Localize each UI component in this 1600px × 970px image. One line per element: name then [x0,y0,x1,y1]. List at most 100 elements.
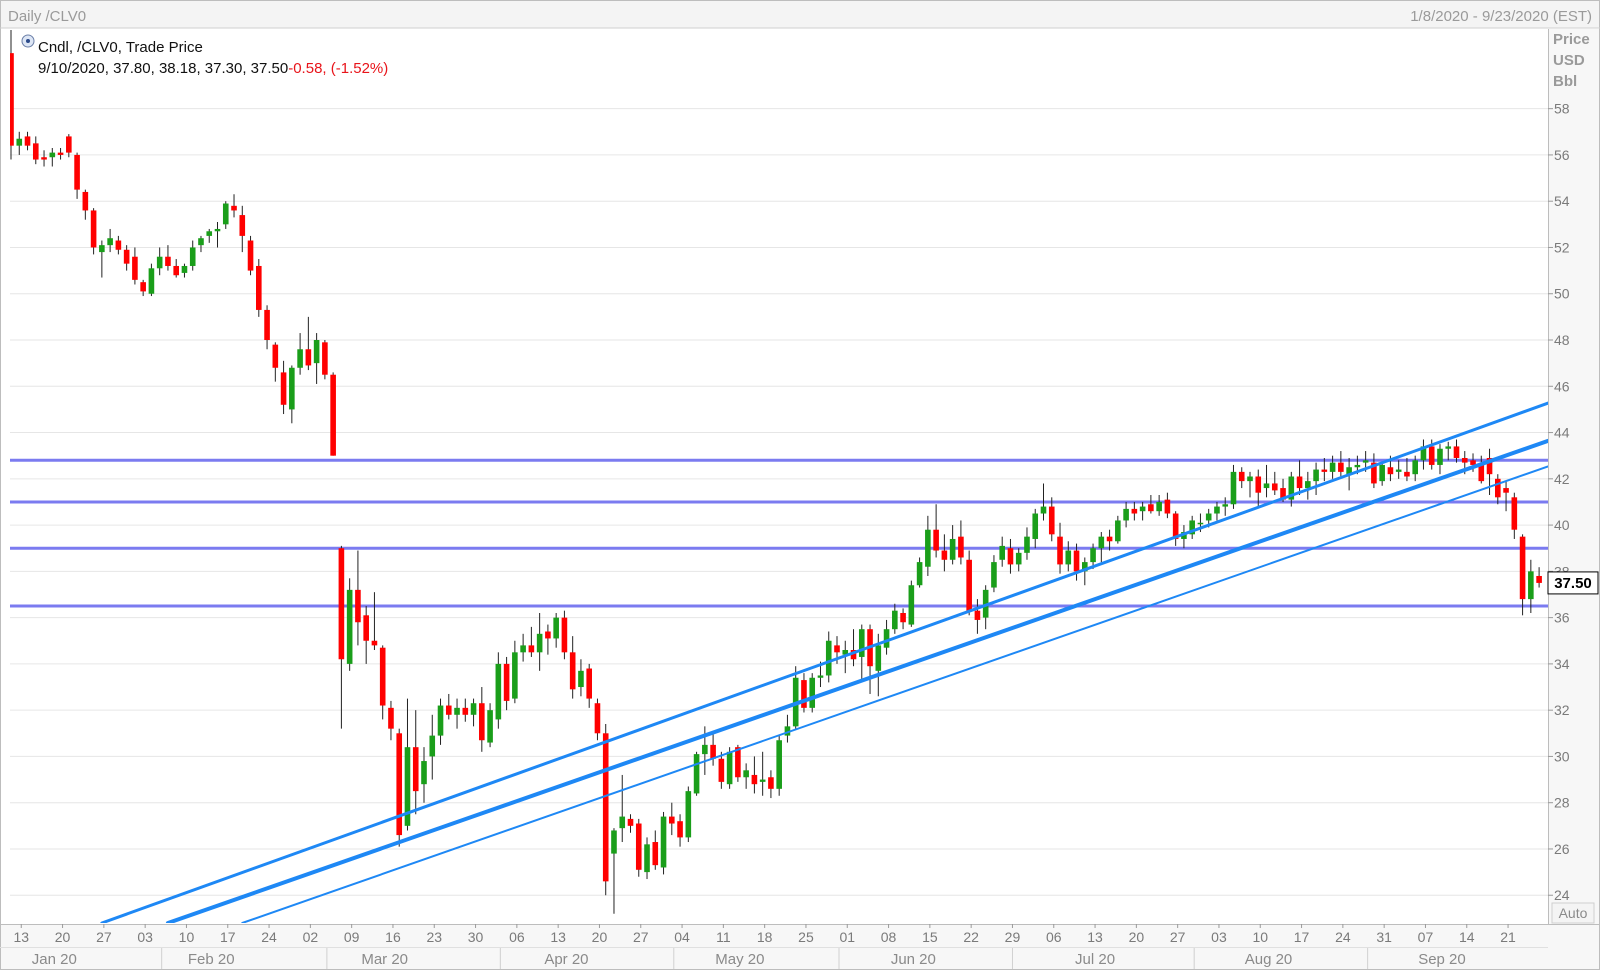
x-day-label: 13 [1087,929,1103,945]
candle-body [363,615,369,641]
candle-body [99,245,105,253]
x-month-label: Jun 20 [891,951,936,968]
candle [1032,508,1039,549]
x-day-label: 23 [426,929,442,945]
candle [231,194,237,218]
candle [222,201,229,229]
candle [371,592,378,651]
candle-body [189,247,196,266]
candle-body [1024,536,1030,553]
candle [239,205,246,253]
candle [669,802,675,836]
candle-body [445,705,452,715]
x-day-label: 03 [1211,929,1227,945]
candle [1296,460,1303,496]
auto-scale-button[interactable] [1551,902,1595,924]
candle [1238,467,1245,489]
candle-body [231,205,237,211]
candle [181,263,188,278]
x-month-label: Aug 20 [1245,951,1293,968]
candle-body [883,629,890,648]
candle-body [561,617,568,653]
candle-body [520,645,526,653]
trend-line[interactable] [165,386,1600,923]
x-day-label: 31 [1376,929,1392,945]
candle-body [858,629,865,657]
candle-body [718,758,725,782]
candle-body [1090,548,1096,563]
candle-body [1379,464,1385,482]
candle-body [1106,536,1113,542]
x-axis-day-labels: 13 20 27 03 10 17 24 02 09 16 23 30 06 13 20 27 04 11 18 25… [13,924,1516,945]
candle [140,279,146,297]
candle [338,545,345,729]
candle-body [660,816,667,868]
candle-body [1288,476,1295,500]
candle-body [1156,501,1162,512]
candle [1148,495,1154,514]
trend-line[interactable] [100,347,1600,923]
candle [1156,495,1162,516]
candle [1024,527,1030,560]
candle-body [693,754,700,794]
candle [322,340,328,380]
candle-body [578,670,584,688]
y-tick-label: 24 [1554,887,1570,903]
candle [569,636,576,699]
candle [388,700,394,741]
candle [1082,557,1088,586]
trend-line[interactable] [241,412,1600,923]
candle [1040,483,1047,521]
candle [165,245,171,271]
legend-ohlc-values: 9/10/2020, 37.80, 38.18, 37.30, 37.50 [38,60,288,77]
candle [1015,548,1022,572]
x-day-label: 02 [303,929,319,945]
candle-body [264,309,270,341]
candle-body [850,650,857,660]
candle-body [289,367,295,410]
candle [115,235,122,255]
candle [759,751,766,796]
candle-body [322,342,328,375]
candle-body [1305,481,1311,489]
candle-body [809,677,816,708]
candle [49,147,56,167]
candle [256,259,262,317]
x-day-label: 17 [220,929,236,945]
candle [883,619,890,655]
candle-body [107,238,113,246]
candle-body [900,612,906,623]
candle-body [677,821,683,838]
trend-lines[interactable] [100,347,1600,923]
legend-ohlc: 9/10/2020, 37.80, 38.18, 37.30, 37.50-0.… [38,60,388,77]
candle-body [635,823,642,870]
x-day-label: 21 [1500,929,1516,945]
candle [454,698,460,729]
x-month-label: Mar 20 [361,951,408,968]
x-day-label: 10 [1252,929,1268,945]
candle [148,263,155,297]
candle-body [24,136,31,146]
candle [363,606,369,664]
candle-body [222,203,229,225]
candle [16,131,23,155]
candle-body [1148,504,1154,512]
candle [198,235,204,253]
x-day-label: 27 [96,929,112,945]
candle [90,208,97,255]
x-day-label: 10 [179,929,195,945]
candle [925,515,931,576]
candle-body [214,228,221,232]
candle-body [958,536,964,558]
candle-body [528,645,535,653]
x-day-label: 08 [881,929,897,945]
candle-body [1346,467,1352,475]
candle-body [1247,476,1253,482]
candle-body [495,663,502,720]
candle [189,240,196,271]
candle [1073,543,1080,581]
candle [1453,439,1460,463]
candle-body [1230,471,1237,505]
x-day-label: 24 [261,929,277,945]
